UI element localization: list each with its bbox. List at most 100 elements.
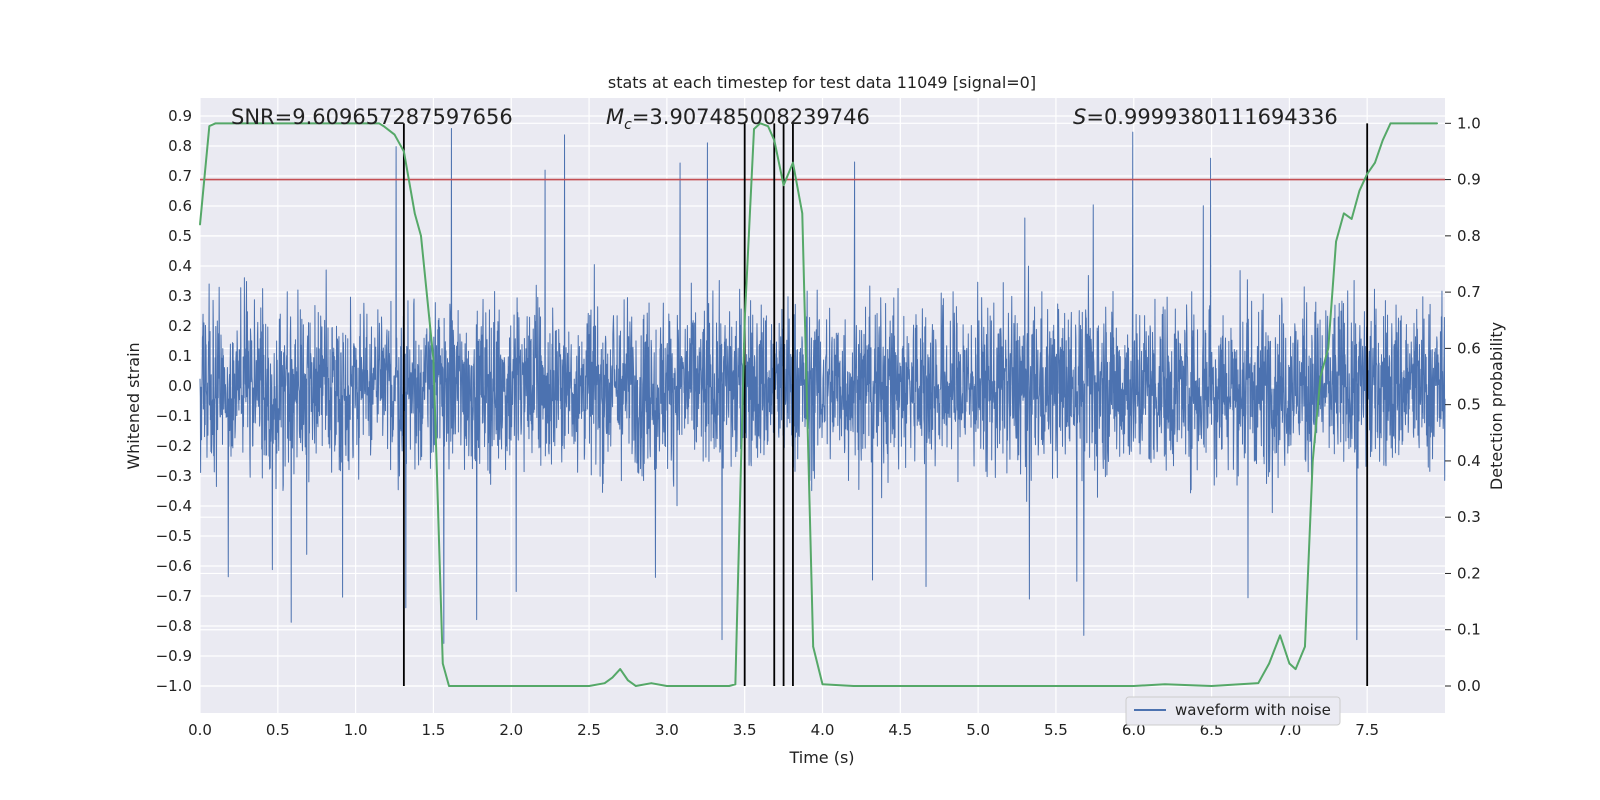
x-tick-label: 4.0 (811, 721, 835, 739)
snr-prefix: SNR= (231, 105, 292, 129)
y-tick-label-right: 0.4 (1457, 452, 1481, 470)
y-tick-label-right: 0.1 (1457, 621, 1481, 639)
legend-label-waveform: waveform with noise (1175, 701, 1331, 719)
y-tick-label-left: −0.1 (156, 407, 192, 425)
snr-value: 9.609657287597656 (292, 105, 512, 129)
probability-point (1350, 218, 1353, 220)
y-tick-label-left: −0.5 (156, 527, 192, 545)
probability-point (1366, 173, 1368, 175)
y-tick-label-left: 0.5 (168, 227, 192, 245)
probability-point (1343, 212, 1345, 215)
grid (199, 98, 1445, 713)
probability-point (420, 235, 422, 237)
y-tick-label-left: −0.3 (156, 467, 192, 485)
x-tick-label: 7.5 (1355, 721, 1379, 739)
x-tick-label: 3.0 (655, 721, 679, 739)
y-tick-label-left: 0.6 (168, 197, 192, 215)
probability-point (1268, 662, 1270, 665)
x-tick-label: 0.0 (188, 721, 212, 739)
probability-point (292, 122, 295, 125)
y-axis-label-right: Detection probability (1487, 322, 1506, 490)
probability-point (773, 139, 776, 141)
x-tick-label: 5.5 (1044, 721, 1068, 739)
y-tick-label-right: 0.9 (1457, 171, 1481, 189)
vertical-markers (402, 123, 1369, 686)
y-tick-label-left: −0.7 (156, 587, 192, 605)
y-tick-label-left: 0.8 (168, 137, 192, 155)
probability-point (650, 682, 653, 684)
probability-point (611, 676, 614, 679)
probability-point (354, 122, 357, 125)
probability-point (812, 645, 814, 648)
probability-point (323, 122, 326, 125)
probability-point (743, 319, 746, 322)
waveform-series (199, 127, 1446, 644)
probability-point (1288, 662, 1291, 665)
detection-probability-series (199, 122, 1439, 687)
series-line-waveform (199, 127, 1446, 644)
probability-point (1319, 375, 1322, 378)
probability-point (1358, 190, 1361, 192)
probability-point (852, 685, 855, 687)
snr-annotation: SNR=9.609657287597656 (231, 105, 513, 129)
probability-point (1327, 347, 1330, 350)
probability-point (1304, 645, 1306, 648)
probability-point (1294, 668, 1297, 670)
y-tick-label-right: 0.5 (1457, 396, 1481, 414)
y-tick-label-right: 0.6 (1457, 339, 1481, 357)
probability-point (728, 685, 730, 687)
legend-box (1125, 696, 1341, 726)
probability-point (441, 662, 444, 665)
mc-symbol: M (606, 105, 624, 129)
chart-title: stats at each timestep for test data 110… (608, 73, 1036, 92)
y-tick-label-left: −0.2 (156, 437, 192, 455)
y-tick-label-left: 0.3 (168, 287, 192, 305)
probability-point (1389, 122, 1392, 125)
y-tick-label-right: 0.8 (1457, 227, 1481, 245)
probability-point (393, 133, 396, 136)
y-tick-label-right: 0.0 (1457, 677, 1481, 695)
y-tick-label-left: −0.8 (156, 617, 192, 635)
probability-point (767, 125, 769, 127)
probability-point (1311, 460, 1314, 462)
probability-point (261, 122, 264, 125)
probability-point (753, 128, 755, 130)
probability-point (792, 161, 794, 164)
y-tick-label-right: 0.3 (1457, 508, 1481, 526)
y-tick-label-left: 0.1 (168, 347, 192, 365)
probability-point (208, 125, 211, 127)
x-tick-label: 1.0 (344, 721, 368, 739)
probability-point (403, 150, 405, 153)
y-tick-label-right: 1.0 (1457, 114, 1481, 132)
y-tick-label-left: −0.4 (156, 497, 192, 515)
probability-point (821, 683, 824, 686)
y-tick-label-right: 0.2 (1457, 564, 1481, 582)
y-tick-label-right: 0.7 (1457, 283, 1481, 301)
mc-value: =3.907485008239746 (632, 105, 870, 129)
series-line-detection-probability (199, 122, 1438, 687)
probability-point (1374, 161, 1376, 164)
probability-point (759, 122, 762, 125)
chirp-mass-annotation: Mc=3.907485008239746 (606, 105, 870, 133)
probability-point (634, 685, 637, 687)
probability-point (666, 685, 668, 687)
x-tick-label: 2.0 (499, 721, 523, 739)
probability-point (413, 212, 416, 215)
probability-point (510, 685, 513, 687)
axis-ticks: 0.0 0.5 1.0 1.5 2.0 2.5 3.0 3.5 4.0 4.5 5.0 5.5 6.0 6… (156, 107, 1481, 739)
y-tick-label-left: −0.9 (156, 647, 192, 665)
probability-point (1257, 682, 1260, 684)
legend: waveform with noise (1125, 696, 1341, 726)
probability-point (1436, 122, 1439, 125)
probability-point (1055, 685, 1057, 687)
probability-point (1335, 240, 1337, 243)
y-tick-label-left: 0.4 (168, 257, 192, 275)
x-axis-label: Time (s) (788, 748, 854, 767)
probability-point (230, 122, 232, 125)
probability-point (432, 358, 435, 361)
mc-subscript: c (624, 117, 632, 133)
probability-point (214, 122, 217, 125)
s-symbol: S (1073, 105, 1086, 129)
x-tick-label: 2.5 (577, 721, 601, 739)
